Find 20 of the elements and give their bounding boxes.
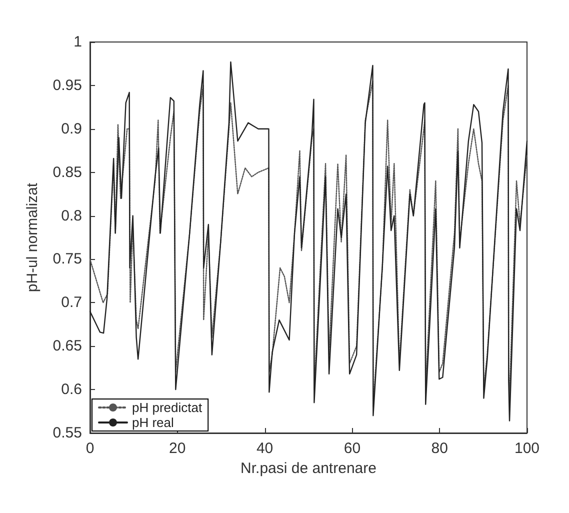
y-tick-label: 0.9	[61, 120, 82, 138]
y-tick-label: 0.6	[61, 381, 82, 398]
y-axis-title: pH-ul normalizat	[24, 182, 41, 292]
y-tick-label: 0.7	[61, 294, 82, 312]
x-tick-label: 80	[431, 440, 448, 457]
x-tick-label: 40	[256, 440, 274, 457]
y-tick-label: 0.55	[52, 424, 82, 442]
x-tick-label: 60	[344, 440, 361, 457]
y-tick-label: 0.8	[61, 207, 82, 224]
legend-label: pH real	[132, 415, 174, 430]
y-tick-label: 0.75	[52, 250, 82, 268]
x-tick-label: 100	[514, 440, 540, 457]
y-tick-label: 0.85	[52, 164, 82, 181]
y-tick-label: 1	[74, 34, 82, 50]
x-axis-title: Nr.pasi de antrenare	[240, 460, 376, 477]
x-tick-label: 20	[169, 440, 186, 457]
y-tick-label: 0.65	[52, 338, 82, 355]
x-tick-label: 0	[86, 440, 94, 457]
y-tick-label: 0.95	[52, 76, 82, 94]
legend-label: pH predictat	[132, 400, 202, 415]
